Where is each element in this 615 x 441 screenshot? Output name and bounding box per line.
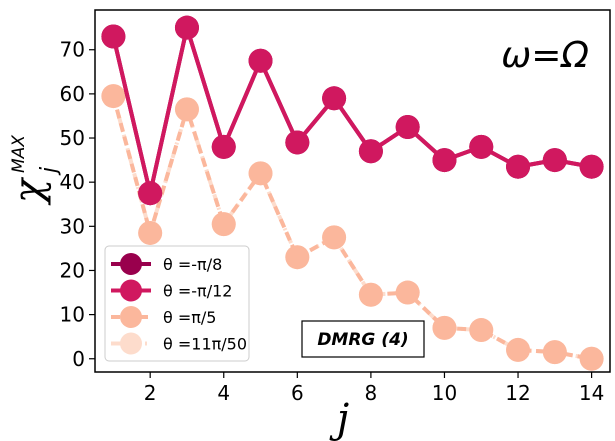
data-point	[211, 212, 236, 237]
data-point	[101, 24, 126, 49]
omega-annotation: ω=Ω	[501, 35, 589, 76]
x-tick-label: 12	[505, 381, 530, 405]
data-point	[138, 181, 163, 206]
data-point	[248, 48, 273, 73]
x-tick-label: 10	[432, 381, 457, 405]
data-point	[432, 148, 457, 173]
y-tick-label: 30	[60, 214, 85, 238]
data-point	[395, 114, 420, 139]
x-tick-label: 4	[217, 381, 230, 405]
legend-swatch-marker	[120, 306, 142, 328]
legend-swatch-marker	[120, 332, 142, 355]
data-point	[579, 346, 604, 371]
data-point	[174, 15, 199, 40]
x-tick-label: 6	[291, 381, 304, 405]
series-3	[101, 84, 604, 371]
legend-item: θ =-π/8	[111, 253, 222, 275]
method-label: DMRG (4)	[317, 330, 408, 350]
data-point	[469, 318, 494, 343]
data-point	[211, 134, 236, 159]
method-label-box: DMRG (4)	[301, 320, 425, 358]
legend-item: θ =11π/50	[111, 332, 247, 355]
y-axis-label: χ	[6, 176, 52, 206]
data-point	[579, 154, 604, 179]
legend-label: θ =11π/50	[163, 335, 247, 354]
legend-label: θ =-π/12	[163, 282, 232, 301]
legend-item: θ =-π/12	[111, 279, 232, 302]
x-tick-label: 14	[579, 381, 604, 405]
data-point	[506, 154, 531, 179]
y-tick-label: 40	[60, 170, 85, 194]
plot-frame	[94, 9, 611, 373]
data-point	[322, 86, 347, 111]
y-axis-label-subscript: j	[37, 166, 62, 176]
series-2	[101, 15, 604, 206]
data-point	[542, 148, 567, 173]
y-tick-label: 10	[60, 303, 85, 327]
method-box-border	[301, 320, 425, 358]
data-point	[322, 225, 347, 250]
data-point	[285, 245, 310, 270]
legend: θ =-π/8 θ =-π/12 θ =π/5 θ =11π/50	[104, 245, 250, 362]
y-axis-label-group: χ MAX j	[6, 135, 62, 206]
legend-item: θ =π/5	[111, 306, 216, 328]
x-axis-label: j	[329, 396, 349, 441]
data-point	[358, 139, 383, 164]
data-point	[542, 340, 567, 365]
y-tick-label: 0	[72, 347, 85, 371]
y-axis-label-superscript: MAX	[9, 135, 29, 173]
y-tick-label: 50	[60, 126, 85, 150]
data-point	[138, 220, 163, 245]
data-point	[174, 97, 199, 122]
x-tick-label: 2	[144, 381, 157, 405]
y-tick-label: 20	[60, 258, 85, 282]
legend-swatch-marker	[120, 253, 142, 275]
data-point	[248, 161, 273, 186]
y-tick-label: 60	[60, 82, 85, 106]
data-point	[432, 315, 457, 340]
y-tick-label: 70	[60, 38, 85, 62]
legend-frame	[104, 245, 250, 362]
legend-label: θ =-π/8	[163, 255, 222, 274]
legend-swatch-marker	[120, 279, 142, 302]
data-point	[101, 84, 126, 109]
data-point	[285, 130, 310, 155]
data-point	[506, 337, 531, 362]
data-point	[358, 282, 383, 307]
legend-label: θ =π/5	[163, 308, 216, 327]
x-tick-label: 8	[365, 381, 378, 405]
data-point	[395, 280, 420, 305]
data-point	[469, 134, 494, 159]
